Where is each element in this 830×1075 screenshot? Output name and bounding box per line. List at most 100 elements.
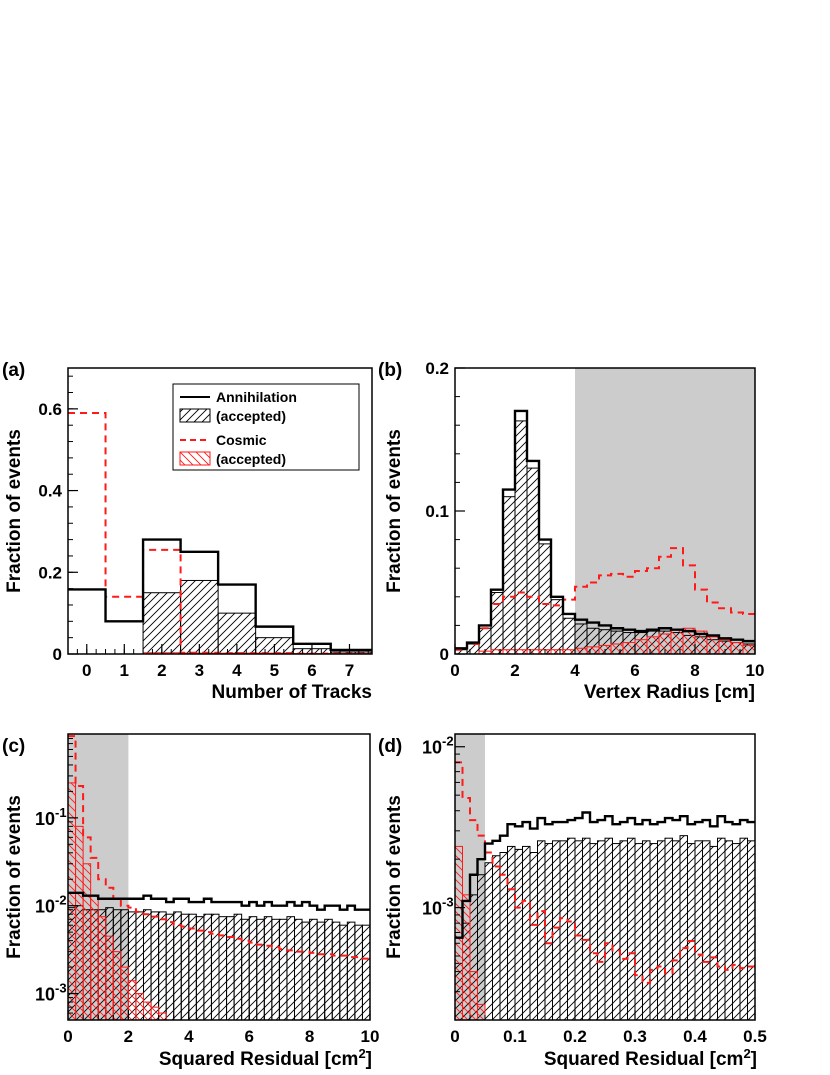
hist-bar	[522, 845, 531, 1020]
x-tick-label: 0	[450, 661, 459, 680]
hist-bar	[248, 916, 258, 1020]
hist-bar	[120, 966, 129, 1020]
hist-bar	[514, 848, 523, 1020]
hist-bar	[657, 840, 666, 1020]
hist-bar	[286, 916, 296, 1020]
y-tick-label: 0.2	[425, 359, 449, 378]
y-tick-label: 0.1	[425, 502, 449, 521]
hist-bar	[339, 924, 348, 1020]
series-annihilation	[455, 811, 755, 939]
hist-bar	[195, 916, 205, 1020]
hist-bar	[278, 918, 288, 1020]
panel-label-a: (a)	[2, 360, 25, 381]
hist-bar	[586, 646, 600, 654]
plot-frame	[67, 367, 373, 655]
hist-bar	[687, 843, 696, 1020]
panel-c-squared-residual: (c) 0 2 4 6 8 10 10-3 10-2 10-1 Fraction of even…	[2, 733, 380, 1070]
hist-outline	[455, 761, 755, 984]
x-tick-label: 7	[345, 661, 354, 680]
x-tick-label: 0.5	[743, 1027, 767, 1046]
hist-bar	[105, 935, 114, 1020]
x-tick-label: 0	[82, 661, 91, 680]
legend-label-cosmic: Cosmic	[216, 432, 267, 448]
legend: Annihilation (accepted) Cosmic (accepted…	[172, 383, 360, 471]
x-tick-label: 1	[120, 661, 129, 680]
hist-outline	[68, 735, 370, 960]
hist-bar	[664, 837, 673, 1020]
hist-bar	[499, 852, 508, 1020]
x-tick-label: 0	[450, 1027, 459, 1046]
y-tick-label: 10-3	[422, 895, 454, 919]
x-tick-label: 10	[361, 1027, 380, 1046]
hist-bar	[739, 837, 748, 1020]
hist-bar	[672, 840, 681, 1020]
hist-bar	[634, 843, 643, 1020]
x-tick-label: 0.2	[563, 1027, 587, 1046]
panel-b-vertex-radius: (b) 0 2 4 6 8 10 0 0.1 0.2 Fraction of events Ve…	[378, 359, 764, 703]
hist-bar	[82, 863, 92, 1020]
x-tick-label: 6	[244, 1027, 253, 1046]
x-tick-label: 2	[510, 661, 519, 680]
hist-bar	[294, 918, 303, 1020]
hist-outline	[455, 409, 755, 650]
hist-bar	[604, 837, 613, 1020]
hist-bar	[158, 911, 167, 1020]
hist-outline	[68, 538, 372, 652]
hist-bar	[150, 1006, 160, 1020]
panel-label-c: (c)	[2, 736, 25, 757]
hist-bar	[702, 840, 711, 1020]
hist-bar	[263, 916, 273, 1020]
hist-bar	[492, 855, 501, 1020]
y-axis-label: Fraction of events	[384, 429, 405, 593]
hist-bar	[574, 840, 583, 1020]
hist-bar	[301, 921, 311, 1020]
x-tick-label: 4	[570, 661, 580, 680]
hist-bar	[158, 1012, 167, 1020]
hist-bar	[634, 639, 648, 654]
series-annihilation	[455, 409, 755, 650]
x-tick-label: 3	[195, 661, 204, 680]
hist-outline	[455, 547, 755, 651]
hist-bar	[732, 843, 741, 1020]
x-tick-label: 4	[184, 1027, 194, 1046]
y-tick-label: 0.4	[38, 482, 62, 501]
hist-bar	[490, 592, 504, 654]
panel-label-b: (b)	[378, 360, 402, 381]
hist-bar	[316, 921, 326, 1020]
hist-bar	[559, 840, 568, 1020]
y-axis-label: Fraction of events	[4, 429, 25, 593]
hist-bar	[537, 840, 546, 1020]
hist-bar	[574, 647, 588, 654]
x-tick-label: 0	[63, 1027, 72, 1046]
hist-bar	[142, 592, 182, 654]
series-cosmic	[68, 735, 370, 960]
hist-bar	[724, 840, 733, 1020]
hist-bar	[529, 852, 538, 1020]
hist-bar	[477, 1003, 486, 1020]
hist-bar	[679, 835, 688, 1020]
legend-label-cosmic-accepted: (accepted)	[216, 451, 286, 467]
hist-bar	[127, 980, 137, 1020]
panel-a-number-of-tracks: (a) 0 1 2 3 4 5 6 7 0 0.2 0.4 0.6 Fraction of event…	[2, 360, 373, 703]
hist-bar	[597, 840, 606, 1020]
hist-bar	[331, 921, 341, 1020]
cut-region-shade	[575, 368, 755, 654]
x-tick-label: 8	[690, 661, 699, 680]
hist-bar	[143, 1001, 152, 1020]
hist-bar	[642, 840, 651, 1020]
y-tick-label: 10-3	[35, 981, 67, 1005]
hist-bar	[324, 918, 333, 1020]
x-axis-label: Squared Residual [cm2]	[159, 1046, 372, 1070]
hist-bar	[622, 642, 636, 654]
hist-bar	[619, 840, 628, 1020]
legend-swatch-cosmic-accepted	[179, 451, 211, 466]
hist-bar	[477, 874, 486, 1020]
hist-bar	[717, 837, 726, 1020]
hist-bar	[627, 837, 636, 1020]
hist-bar	[226, 916, 235, 1020]
hist-outline	[455, 811, 755, 939]
hist-bar	[706, 636, 720, 654]
series-annihilation-accepted	[142, 579, 372, 654]
hist-bar	[550, 599, 564, 654]
